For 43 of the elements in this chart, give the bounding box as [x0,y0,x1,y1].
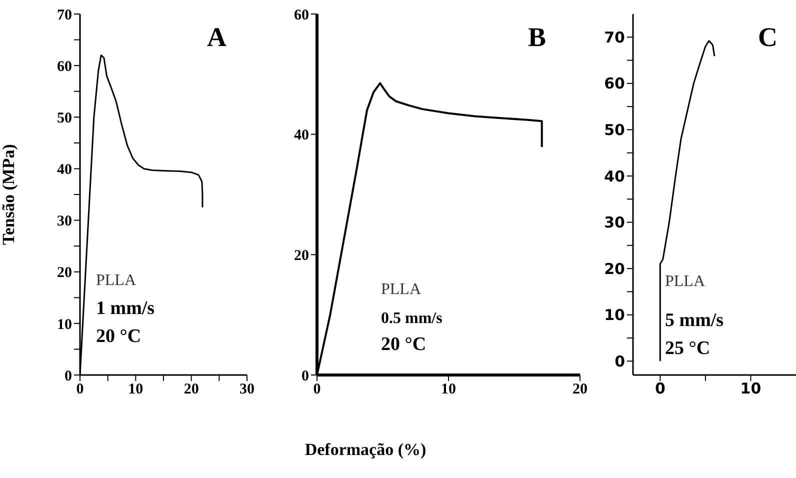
y-tick-label: 40 [294,128,309,144]
x-tick-label: 0 [76,382,84,398]
chart-title: C [758,22,778,53]
x-tick-label: 0 [654,380,666,398]
y-tick-label: 10 [604,306,625,324]
y-tick-label: 30 [57,214,72,230]
x-tick-label: 10 [740,380,762,398]
annotation: PLLA [96,272,136,290]
y-tick-label: 60 [604,74,625,93]
y-tick-label: 50 [57,110,72,126]
y-tick-label: 10 [57,316,72,333]
chart-title: B [528,22,546,53]
annotation: 25 °C [665,338,710,360]
annotation: 5 mm/s [665,310,724,332]
y-tick-label: 0 [64,368,72,384]
annotation: 0.5 mm/s [381,310,442,328]
y-tick-label: 60 [57,58,72,75]
y-tick-label: 60 [294,7,309,24]
x-tick-label: 10 [128,382,144,398]
x-tick-label: 20 [184,382,199,398]
x-tick-label: 30 [240,382,254,398]
y-tick-label: 70 [604,28,625,46]
y-tick-label: 0 [302,368,309,384]
x-tick-label: 20 [572,382,588,398]
x-axis-title: Deformação (%) [304,440,426,459]
y-tick-label: 20 [294,248,309,264]
y-axis-title: Tensão (MPa) [0,144,18,245]
x-tick-label: 0 [313,382,321,398]
annotation: 1 mm/s [96,298,155,320]
y-tick-label: 20 [57,265,72,282]
y-tick-label: 70 [57,7,72,24]
y-tick-label: 20 [604,260,625,278]
chart-title: A [207,22,226,53]
annotation: 20 °C [96,326,142,348]
annotation: PLLA [381,281,421,299]
x-tick-label: 10 [441,382,456,398]
y-tick-label: 0 [614,352,625,370]
y-tick-label: 40 [57,162,72,178]
y-tick-label: 30 [604,214,625,232]
y-tick-label: 50 [604,121,625,140]
annotation: PLLA [665,273,705,291]
annotation: 20 °C [381,334,426,356]
y-tick-label: 40 [604,167,625,186]
